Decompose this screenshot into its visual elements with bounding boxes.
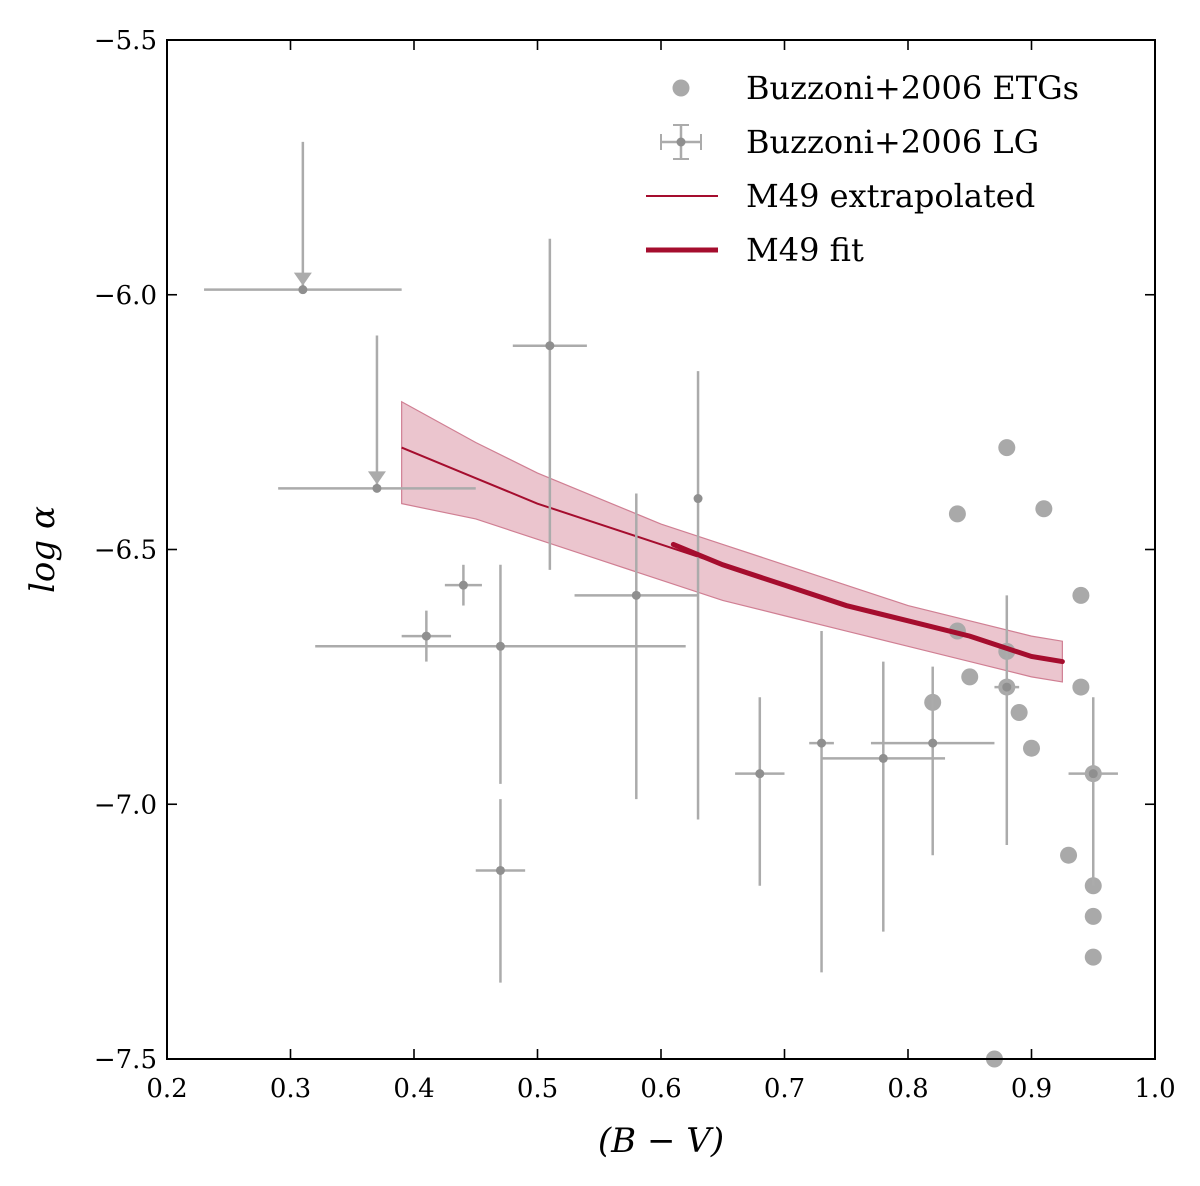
legend-item: M49 fit [646,231,864,269]
lg-point [458,580,468,590]
x-tick-label: 0.2 [146,1074,187,1104]
lg-point [631,590,641,600]
lg-point [545,341,555,351]
legend: Buzzoni+2006 ETGs Buzzoni+2006 LG M49 extr… [636,60,1141,278]
etg-point [1023,739,1040,757]
etg-point [1072,586,1090,604]
etg-point [1010,704,1028,722]
lg-errorbar [693,371,703,820]
legend-item: M49 extrapolated [646,177,1035,215]
etg-point [1084,948,1102,966]
lg-errorbar [994,595,1020,846]
etg-point [948,505,966,523]
lg-point [928,738,938,748]
legend-frame [636,60,1141,278]
lg-point [878,753,888,763]
y-tick-label: −6.5 [94,536,157,566]
legend-label: Buzzoni+2006 ETGs [746,69,1079,107]
lg-errorbar [315,564,686,784]
legend-lg-marker [676,137,686,147]
x-tick-label: 1.0 [1134,1074,1175,1104]
lg-point [1002,682,1012,692]
y-tick-label: −7.5 [94,1045,157,1075]
lg-errorbar [821,661,946,932]
lg-point [421,631,431,641]
x-tick-label: 0.5 [517,1074,558,1104]
legend-label: Buzzoni+2006 LG [746,123,1039,161]
lg-errorbar [809,631,834,973]
lg-errorbar [1068,697,1118,886]
lg-point [495,865,505,875]
m49-fit-line [670,541,1065,665]
lg-errorbar [278,335,476,493]
etg-point [998,439,1016,457]
legend-etg-marker [672,79,690,97]
lg-point [693,494,703,504]
etg-point [1035,500,1053,518]
lg-point [495,641,505,651]
lg-point [298,285,308,295]
lg-errorbar [870,666,995,856]
legend-label: M49 extrapolated [746,177,1035,215]
lg-errorbar [444,564,482,606]
etg-point [1072,678,1090,696]
lg-point [755,769,765,779]
plot-area [204,141,1118,1068]
lg-errorbar [735,697,785,886]
lg-point [1088,769,1098,779]
x-tick-label: 0.7 [764,1074,805,1104]
etg-point [1084,907,1102,925]
lg-errorbar [401,610,452,662]
etg-point [1060,846,1078,864]
x-tick-label: 0.3 [270,1074,311,1104]
x-tick-label: 0.6 [640,1074,681,1104]
legend-item: Buzzoni+2006 LG [660,123,1039,161]
lg-point [372,483,382,493]
legend-label: M49 fit [746,231,864,269]
lg-point [817,738,827,748]
x-tick-label: 0.4 [393,1074,434,1104]
upper-limit-arrow [293,272,312,286]
lg-errorbar [475,799,526,983]
etg-point [961,668,979,686]
legend-item: Buzzoni+2006 ETGs [672,69,1079,107]
axis-ticks: 0.2 0.3 0.4 0.5 0.6 0.7 0.8 0.9 1.0 −7.5 −7.0 −6.5 −… [94,26,1176,1104]
y-tick-label: −6.0 [94,281,157,311]
lg-errorbar [512,238,587,570]
lg-errorbar [204,141,402,295]
x-axis-label: (B − V) [598,1121,724,1161]
x-tick-label: 0.9 [1011,1074,1052,1104]
y-tick-label: −7.0 [94,790,157,820]
y-tick-label: −5.5 [94,26,157,56]
lg-errorbar [574,493,699,800]
x-tick-label: 0.8 [887,1074,928,1104]
m49-uncertainty-band [401,400,1063,683]
y-axis-label: log α [23,506,63,593]
upper-limit-arrow [367,471,386,485]
